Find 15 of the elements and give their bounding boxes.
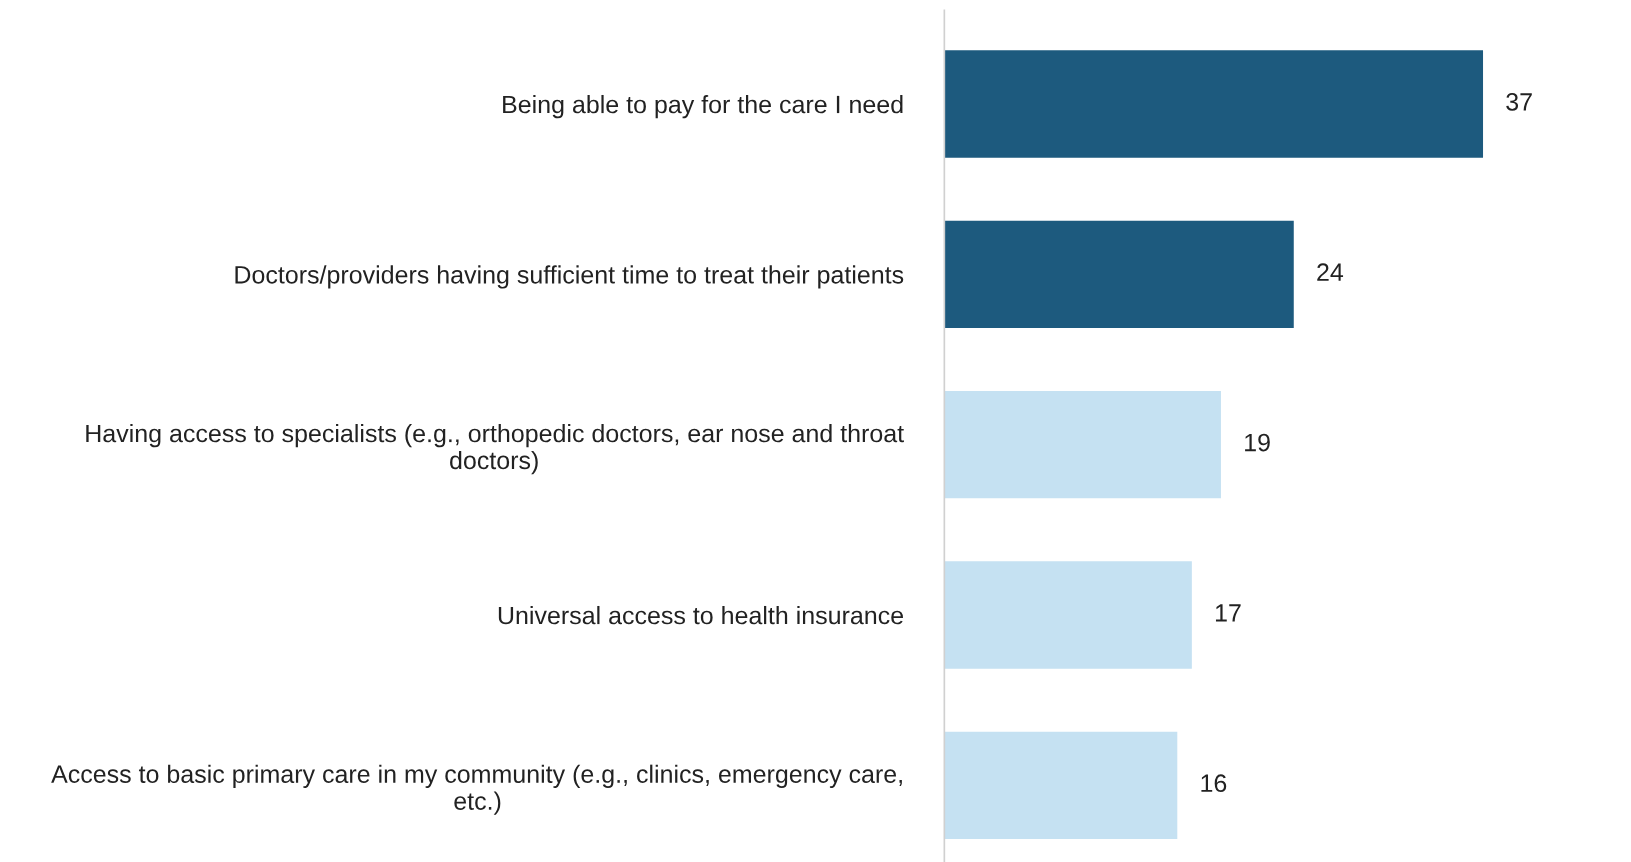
bar: [944, 391, 1221, 499]
data-label: 16: [1201, 774, 1227, 793]
y-tick-label: Universal access to health insurance: [498, 605, 903, 625]
y-tick-label: Access to basic primary care in my community (e.g., clinics, emergency care, etc.): [51, 764, 902, 815]
bar: [944, 50, 1484, 158]
y-tick-label: Being able to pay for the care I need: [503, 94, 903, 119]
data-label: 19: [1245, 433, 1270, 452]
bar: [944, 731, 1178, 840]
data-label: 17: [1215, 604, 1241, 622]
y-tick-label: Having access to specialists (e.g., orthopedic doctors, ear nose and throat doctors): [86, 423, 904, 475]
data-label: 24: [1317, 263, 1344, 281]
bar: [944, 561, 1192, 669]
y-tick-label: Doctors/providers having sufficient time to treat their patients: [235, 265, 904, 289]
bar: [944, 220, 1294, 329]
data-label: 37: [1506, 93, 1532, 111]
